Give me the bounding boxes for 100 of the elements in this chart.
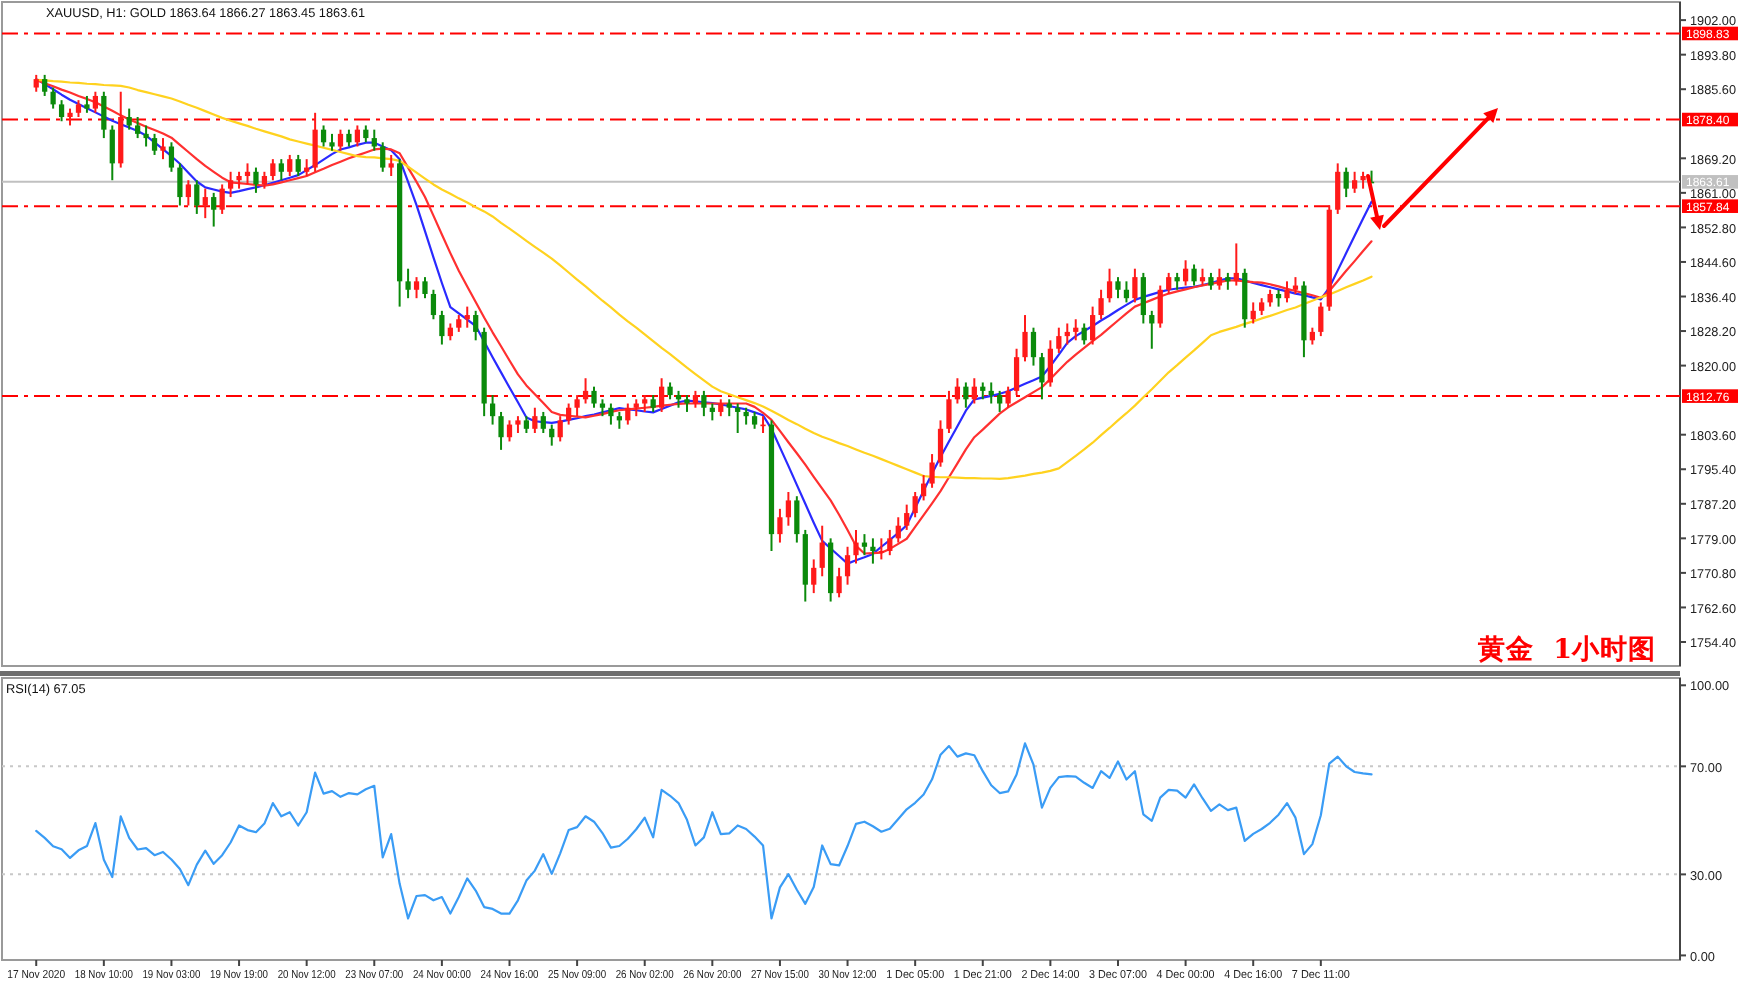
- candlestick: [887, 528, 893, 557]
- candlestick: [1335, 162, 1341, 215]
- candlestick: [253, 166, 259, 194]
- candlestick: [735, 402, 741, 435]
- candlestick: [371, 128, 377, 152]
- candlestick: [1056, 326, 1062, 354]
- candlestick: [794, 495, 800, 544]
- candlestick: [946, 389, 952, 435]
- candlestick: [549, 423, 555, 447]
- candlestick: [1030, 326, 1037, 367]
- candlestick: [870, 537, 876, 565]
- candlestick: [320, 124, 327, 148]
- candlestick: [574, 394, 580, 418]
- candlestick: [1140, 271, 1146, 325]
- candlestick: [1106, 267, 1113, 304]
- candlestick: [861, 533, 868, 557]
- candlestick: [582, 377, 589, 405]
- candlestick: [659, 377, 665, 413]
- candlestick: [1216, 267, 1223, 291]
- candlestick: [219, 183, 225, 215]
- candlestick: [1352, 170, 1358, 194]
- annotation: 黄金 1小时图: [1476, 634, 1656, 666]
- candlestick: [971, 377, 977, 405]
- candlestick: [1022, 314, 1028, 363]
- candlestick: [1149, 309, 1155, 350]
- candlestick: [929, 453, 935, 489]
- candlestick: [853, 528, 859, 565]
- candlestick: [278, 158, 284, 182]
- candlestick: [904, 503, 910, 531]
- candlestick: [101, 90, 107, 140]
- candlestick: [1123, 280, 1130, 304]
- candlestick: [1166, 271, 1172, 295]
- candlestick: [413, 276, 420, 300]
- candlestick: [185, 179, 191, 207]
- candlestick: [244, 162, 251, 186]
- candlestick: [202, 187, 208, 220]
- candlestick: [1242, 267, 1248, 329]
- candlestick: [878, 537, 884, 561]
- candlestick: [895, 516, 901, 544]
- candlestick: [227, 170, 234, 199]
- candlestick: [1343, 166, 1349, 199]
- candlestick: [997, 389, 1003, 413]
- candlestick: [422, 276, 428, 300]
- candlestick: [1132, 267, 1138, 304]
- candlestick: [608, 402, 614, 426]
- candlestick: [160, 137, 166, 161]
- candlestick: [532, 406, 538, 435]
- candlestick: [1013, 347, 1020, 397]
- candlestick: [312, 111, 318, 173]
- candlestick: [151, 132, 158, 156]
- candlestick: [1250, 301, 1256, 325]
- candlestick: [988, 381, 994, 405]
- candlestick: [464, 305, 470, 329]
- candlestick: [954, 377, 961, 405]
- candlestick: [1039, 351, 1045, 401]
- candlestick: [337, 128, 344, 152]
- candlestick: [168, 141, 175, 173]
- candlestick: [912, 490, 918, 519]
- candlestick: [380, 141, 386, 173]
- candlestick: [963, 381, 969, 409]
- candlestick: [430, 288, 437, 321]
- candlestick: [489, 394, 496, 426]
- candlestick: [785, 490, 791, 527]
- candlestick: [1005, 385, 1011, 409]
- candlestick: [473, 309, 479, 342]
- candlestick: [1073, 318, 1079, 342]
- candlestick: [177, 162, 183, 207]
- candlestick: [143, 124, 149, 148]
- candlestick: [1157, 284, 1163, 329]
- candlestick: [1191, 263, 1197, 287]
- candlestick: [1098, 288, 1104, 321]
- candlestick: [1115, 276, 1121, 300]
- line-series: [35, 742, 1373, 920]
- candlestick: [1233, 242, 1239, 287]
- candlestick: [844, 545, 851, 586]
- candlestick: [388, 153, 394, 178]
- candlestick: [1182, 259, 1189, 287]
- candlestick: [58, 99, 65, 123]
- candlestick: [211, 191, 217, 228]
- candlestick: [1284, 280, 1290, 304]
- candlestick: [836, 566, 842, 599]
- candlestick: [194, 179, 200, 215]
- candlestick: [118, 90, 124, 169]
- candlestick: [109, 124, 115, 182]
- candlestick: [811, 558, 817, 595]
- candlestick: [92, 90, 98, 114]
- candlestick: [50, 86, 56, 110]
- candlestick: [701, 389, 707, 418]
- candlestick: [921, 474, 927, 502]
- candlestick: [439, 309, 445, 346]
- candlestick: [287, 153, 293, 178]
- candlestick: [1090, 305, 1096, 346]
- candlestick: [625, 402, 631, 426]
- candlestick: [1318, 301, 1324, 338]
- candlestick: [566, 402, 572, 426]
- candlestick: [270, 158, 276, 182]
- candlestick: [819, 524, 825, 578]
- candlestick: [1081, 322, 1087, 346]
- candlestick: [937, 419, 944, 468]
- candlestick: [354, 124, 360, 148]
